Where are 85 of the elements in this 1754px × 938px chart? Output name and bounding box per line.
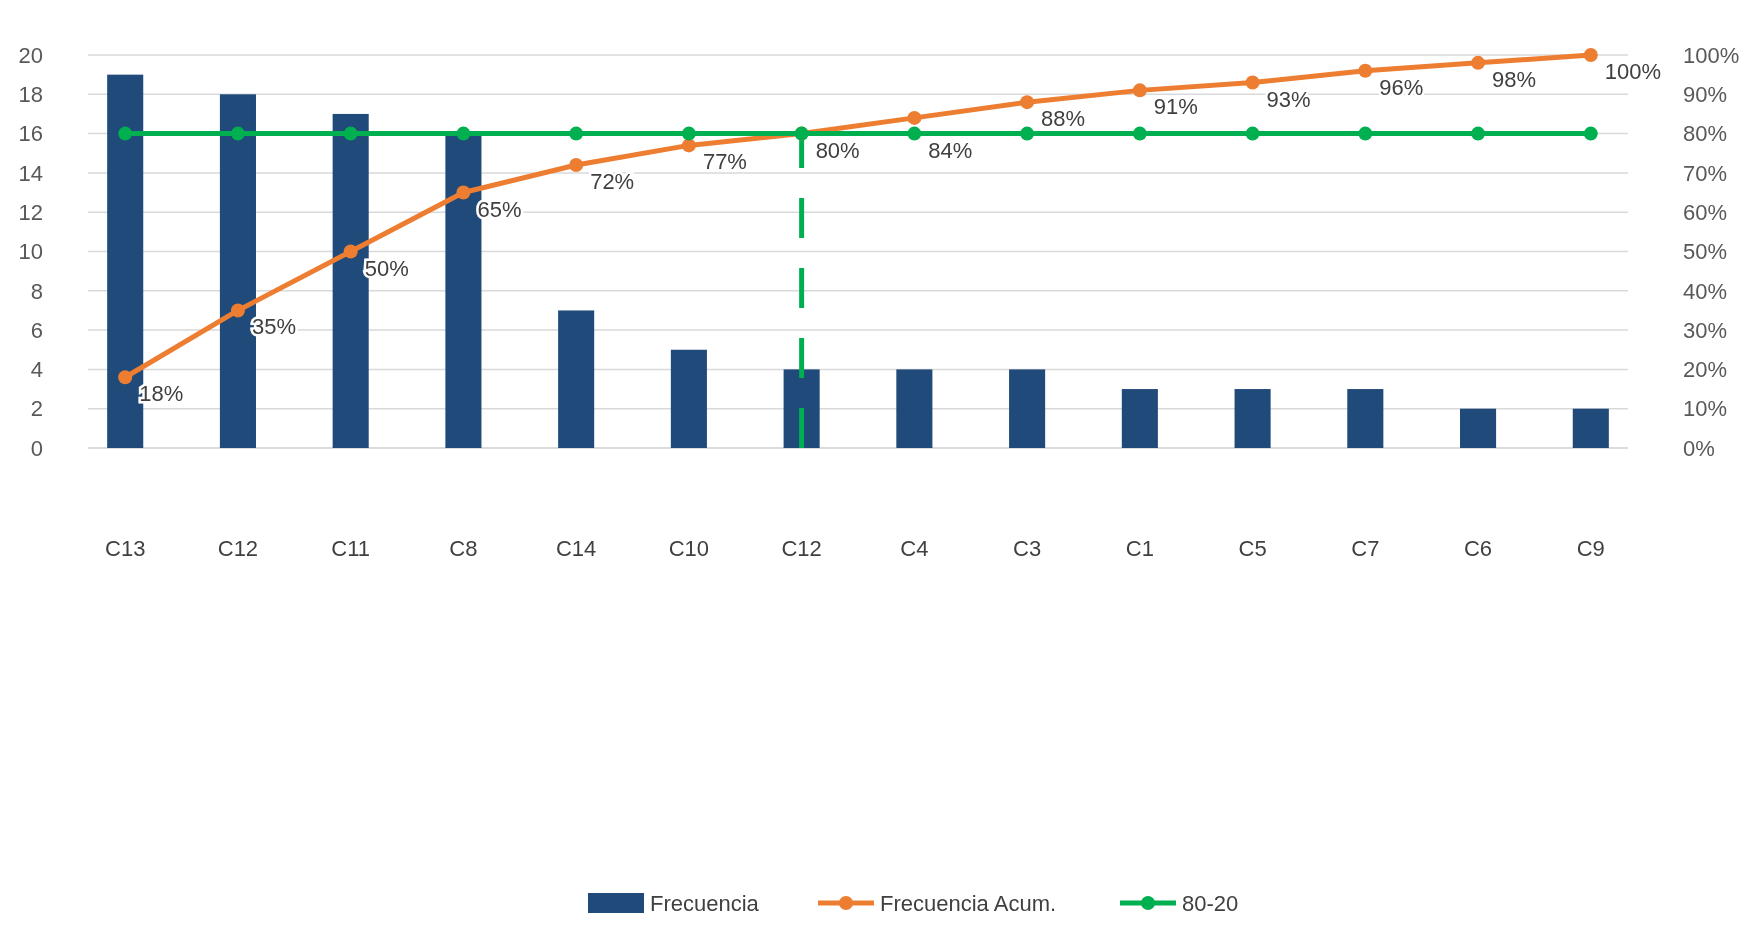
- point: [118, 126, 133, 141]
- legend-label: Frecuencia: [650, 891, 760, 916]
- x-tick-label: C6: [1464, 536, 1493, 561]
- bar: [670, 349, 707, 448]
- y2-tick-label: 30%: [1683, 317, 1728, 343]
- point: [1020, 126, 1035, 141]
- x-tick-label: C14: [555, 536, 597, 561]
- point: [230, 126, 245, 141]
- y-tick-label: 14: [18, 160, 43, 186]
- y-tick-label: 10: [18, 239, 43, 265]
- legend-label: Frecuencia Acum.: [880, 891, 1057, 916]
- x-tick-label: C10: [668, 536, 710, 561]
- legend-label: 80-20: [1182, 891, 1239, 916]
- y2-tick-label: 50%: [1683, 239, 1728, 265]
- point: [343, 244, 358, 259]
- data-label: 96%: [1379, 74, 1424, 100]
- y-tick-label: 16: [18, 121, 43, 147]
- point: [681, 138, 696, 153]
- bar: [1234, 389, 1271, 448]
- point: [1245, 75, 1260, 90]
- data-label: 100%: [1604, 59, 1662, 84]
- bar: [783, 369, 820, 448]
- bar: [558, 310, 595, 448]
- y2-tick-label: 100%: [1683, 42, 1740, 68]
- x-tick-label: C8: [449, 536, 478, 561]
- point: [1358, 126, 1373, 141]
- y2-tick-label: 40%: [1683, 278, 1728, 304]
- y-tick-label: 18: [18, 82, 43, 107]
- y2-tick-label: 10%: [1683, 396, 1728, 422]
- x-tick-label: C12: [781, 536, 822, 561]
- point: [1132, 126, 1147, 141]
- x-tick-label: C9: [1576, 536, 1605, 561]
- y2-tick-label: 90%: [1683, 82, 1728, 107]
- point: [1471, 55, 1486, 70]
- point: [1583, 126, 1598, 141]
- x-tick-label: C13: [105, 536, 146, 561]
- y-tick-label: 8: [30, 278, 43, 304]
- data-label: 93%: [1266, 86, 1311, 112]
- bar: [1121, 389, 1158, 448]
- point: [1358, 63, 1373, 78]
- y2-tick-label: 70%: [1683, 160, 1728, 186]
- point: [456, 126, 471, 141]
- y-tick-label: 2: [30, 396, 43, 422]
- point: [569, 158, 584, 173]
- y-tick-label: 20: [18, 42, 43, 68]
- data-label: 77%: [702, 149, 747, 175]
- y2-tick-label: 80%: [1683, 121, 1728, 147]
- x-tick-label: C12: [217, 536, 259, 561]
- point: [456, 185, 471, 200]
- point: [1245, 126, 1260, 141]
- data-label: 84%: [928, 137, 973, 163]
- bar: [1460, 408, 1497, 448]
- point: [907, 126, 922, 141]
- point: [343, 126, 358, 141]
- x-tick-label: C11: [331, 536, 371, 561]
- bar: [1347, 389, 1384, 448]
- y-tick-label: 0: [30, 435, 43, 461]
- y-tick-label: 12: [18, 199, 43, 225]
- data-label: 88%: [1041, 106, 1086, 132]
- point: [1471, 126, 1486, 141]
- point: [569, 126, 584, 141]
- y-tick-label: 6: [30, 317, 43, 343]
- point: [1020, 95, 1035, 110]
- point: [230, 303, 245, 318]
- x-tick-label: C7: [1351, 536, 1380, 561]
- bar: [1009, 369, 1046, 448]
- x-tick-label: C5: [1238, 536, 1267, 561]
- bar: [1572, 408, 1609, 448]
- x-tick-label: C1: [1125, 536, 1154, 561]
- data-label: 80%: [815, 137, 860, 163]
- point: [907, 110, 922, 125]
- x-tick-label: C4: [900, 536, 929, 561]
- data-label: 98%: [1492, 66, 1537, 92]
- y2-tick-label: 20%: [1683, 357, 1728, 383]
- y-tick-label: 4: [30, 357, 43, 383]
- point: [118, 370, 133, 385]
- data-label: 91%: [1153, 94, 1198, 120]
- point: [1132, 83, 1147, 98]
- x-tick-label: C3: [1013, 536, 1042, 561]
- y2-tick-label: 60%: [1683, 199, 1728, 225]
- bar: [896, 369, 933, 448]
- point: [1583, 48, 1598, 62]
- y2-tick-label: 0%: [1683, 435, 1715, 461]
- point: [681, 126, 696, 141]
- data-label: 72%: [590, 169, 635, 195]
